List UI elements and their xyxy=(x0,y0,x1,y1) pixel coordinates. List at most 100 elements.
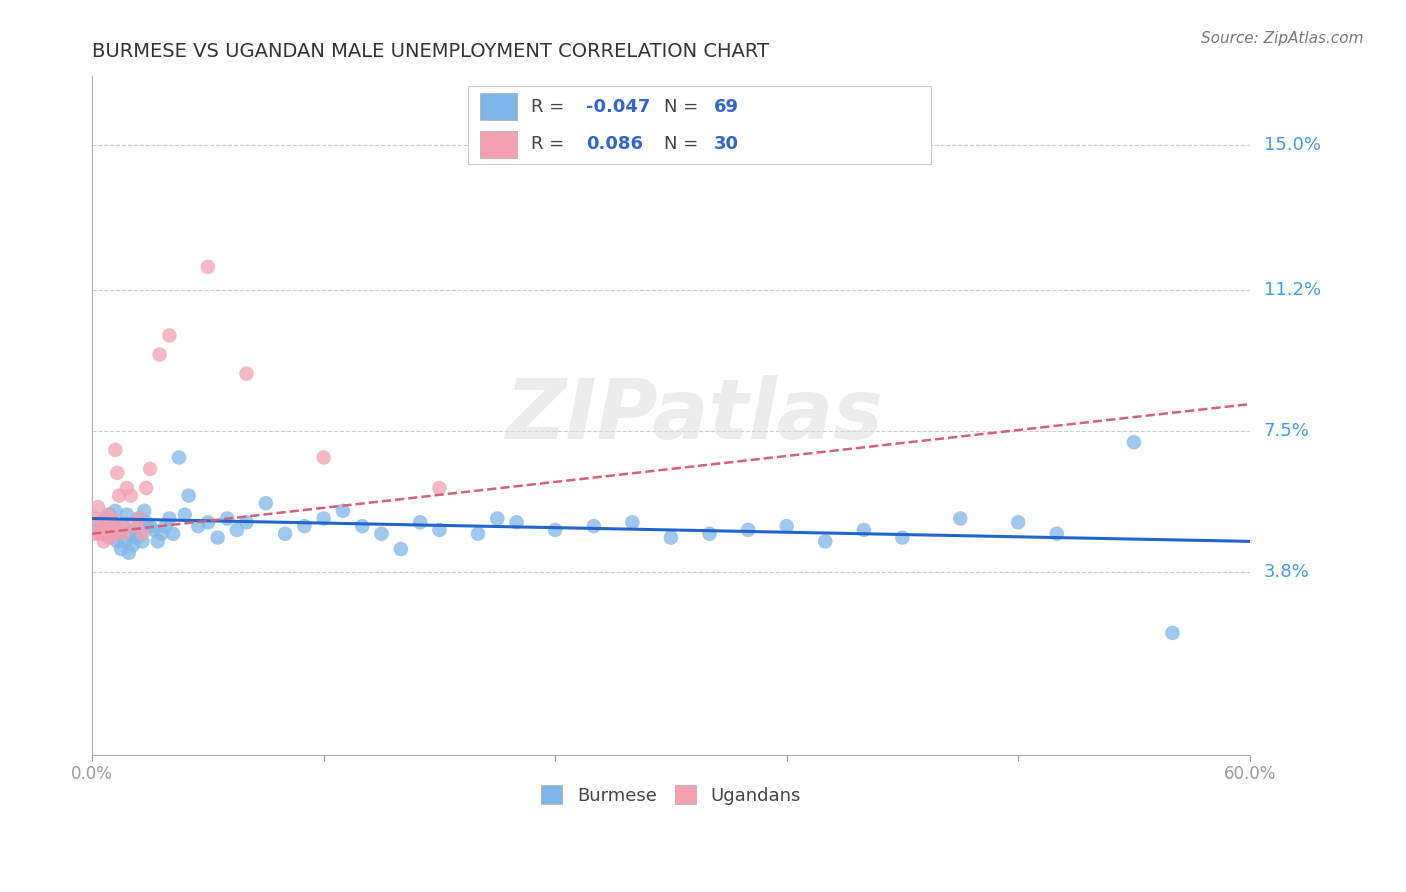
Point xyxy=(90,519,112,533)
Point xyxy=(197,516,219,530)
Point xyxy=(135,516,157,530)
Point xyxy=(352,519,374,533)
Point xyxy=(274,526,297,541)
Point xyxy=(110,519,132,533)
Point xyxy=(118,546,141,560)
Point xyxy=(127,511,149,525)
Point xyxy=(146,534,169,549)
Point xyxy=(1046,526,1069,541)
Point xyxy=(90,526,112,541)
Point xyxy=(150,526,173,541)
Point xyxy=(699,526,721,541)
FancyBboxPatch shape xyxy=(479,93,517,120)
Point xyxy=(814,534,837,549)
Point xyxy=(177,489,200,503)
Point xyxy=(235,367,257,381)
Text: R =: R = xyxy=(531,135,569,153)
Point xyxy=(852,523,875,537)
Point xyxy=(131,526,153,541)
Point xyxy=(115,481,138,495)
Point xyxy=(125,531,148,545)
Point xyxy=(409,516,432,530)
Point xyxy=(225,523,247,537)
Point xyxy=(312,450,335,465)
Point xyxy=(100,519,122,533)
Point xyxy=(134,504,156,518)
Point xyxy=(112,519,135,533)
Point xyxy=(124,519,146,533)
Point xyxy=(162,526,184,541)
FancyBboxPatch shape xyxy=(479,130,517,158)
Point xyxy=(124,523,146,537)
Point xyxy=(100,523,122,537)
Point xyxy=(891,531,914,545)
Point xyxy=(100,511,122,525)
Point xyxy=(94,511,117,525)
Point xyxy=(197,260,219,274)
Point xyxy=(949,511,972,525)
Point xyxy=(207,531,229,545)
Point xyxy=(89,526,111,541)
Point xyxy=(389,541,412,556)
Point xyxy=(1122,435,1144,450)
Point xyxy=(115,508,138,522)
Text: ZIPatlas: ZIPatlas xyxy=(505,375,883,456)
Point xyxy=(332,504,354,518)
Point xyxy=(659,531,682,545)
Point xyxy=(84,519,107,533)
Point xyxy=(98,508,121,522)
Point xyxy=(1161,626,1184,640)
Point xyxy=(370,526,392,541)
Point xyxy=(120,489,142,503)
Point xyxy=(98,531,121,545)
FancyBboxPatch shape xyxy=(468,87,931,164)
Point xyxy=(89,516,111,530)
Point xyxy=(1007,516,1029,530)
Point xyxy=(167,450,190,465)
Point xyxy=(103,526,125,541)
Point xyxy=(505,516,527,530)
Point xyxy=(235,516,257,530)
Point xyxy=(312,511,335,525)
Text: 11.2%: 11.2% xyxy=(1264,281,1320,299)
Text: 30: 30 xyxy=(714,135,738,153)
Point xyxy=(544,523,567,537)
Point xyxy=(139,462,162,476)
Text: 7.5%: 7.5% xyxy=(1264,422,1309,440)
Point xyxy=(776,519,799,533)
Point xyxy=(429,481,451,495)
Point xyxy=(149,347,172,361)
Point xyxy=(173,508,195,522)
Point xyxy=(582,519,605,533)
Point xyxy=(114,534,136,549)
Point xyxy=(129,526,152,541)
Point xyxy=(93,534,115,549)
Point xyxy=(139,519,162,533)
Point xyxy=(121,538,143,552)
Text: 0.086: 0.086 xyxy=(586,135,644,153)
Text: Source: ZipAtlas.com: Source: ZipAtlas.com xyxy=(1201,31,1364,46)
Point xyxy=(486,511,509,525)
Point xyxy=(108,489,131,503)
Point xyxy=(97,508,120,522)
Point xyxy=(98,531,121,545)
Point xyxy=(621,516,644,530)
Text: N =: N = xyxy=(664,98,704,116)
Point xyxy=(105,466,128,480)
Point xyxy=(292,519,315,533)
Point xyxy=(120,526,142,541)
Point xyxy=(108,526,131,541)
Point xyxy=(84,511,107,525)
Point xyxy=(87,500,110,514)
Text: R =: R = xyxy=(531,98,569,116)
Point xyxy=(104,442,127,457)
Point xyxy=(155,519,177,533)
Point xyxy=(429,523,451,537)
Point xyxy=(254,496,277,510)
Text: 69: 69 xyxy=(714,98,738,116)
Point xyxy=(217,511,239,525)
Point xyxy=(467,526,489,541)
Text: BURMESE VS UGANDAN MALE UNEMPLOYMENT CORRELATION CHART: BURMESE VS UGANDAN MALE UNEMPLOYMENT COR… xyxy=(93,42,769,61)
Point xyxy=(127,511,149,525)
Point xyxy=(112,526,135,541)
